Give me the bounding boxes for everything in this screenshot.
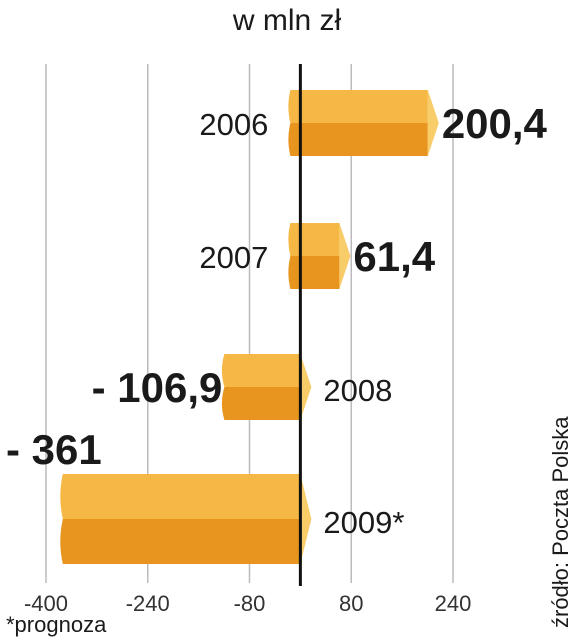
bar-top-face [288,90,428,123]
bar-front-face [288,256,340,289]
category-label: 2007 [199,240,268,275]
bar-end-face [300,354,312,420]
bar-2006: 2006 200,4 [199,90,548,156]
bar-2009: 2009* - 361 [6,426,404,564]
bar-end-face [339,223,351,289]
bar-2008: 2008 - 106,9 [92,354,392,420]
footnote: *prognoza [6,612,107,637]
value-label: - 106,9 [92,364,223,411]
x-tick-label: 80 [339,591,363,616]
x-axis-ticks: -400 -240 -80 80 240 [24,591,471,616]
category-label: 2008 [323,373,392,408]
x-tick-label: -400 [24,591,68,616]
bar-top-face [60,474,301,519]
value-label: 61,4 [353,233,435,280]
bar-end-face [300,474,312,564]
x-tick-label: -240 [126,591,170,616]
source-note: źródło: Poczta Polska [548,416,573,628]
chart-title: w mln zł [232,4,342,37]
bars: 2006 200,4 2007 61,4 2008 - 106,9 2009* - 361 [6,90,548,564]
value-label: - 361 [6,426,102,473]
category-label: 2006 [199,107,268,142]
bar-front-face [221,387,301,420]
x-tick-label: -80 [234,591,266,616]
category-label: 2009* [323,505,404,540]
x-tick-label: 240 [435,591,472,616]
bar-top-face [288,223,340,256]
bar-top-face [221,354,301,387]
bar-front-face [288,123,428,156]
bar-2007: 2007 61,4 [199,223,436,289]
bar-front-face [60,519,301,564]
value-label: 200,4 [442,100,548,147]
bar-end-face [427,90,439,156]
